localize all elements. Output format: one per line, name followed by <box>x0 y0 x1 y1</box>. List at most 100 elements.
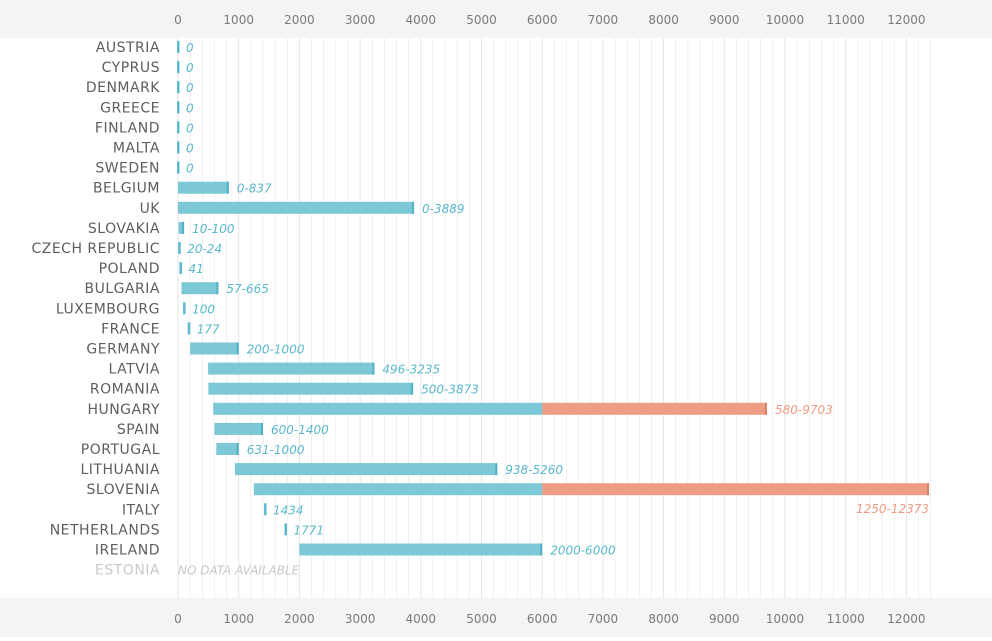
country-label: BELGIUM <box>93 181 160 197</box>
range-bar <box>213 402 543 415</box>
x-tick-label-bottom: 0 <box>174 612 182 626</box>
country-label: SLOVAKIA <box>88 221 160 237</box>
range-bar-cap <box>372 362 375 375</box>
x-axis-bottom: 0 1000 2000 3000 4000 5000 6000 7000 8000 9000 100… <box>174 612 925 626</box>
x-tick-label-bottom: 8000 <box>648 612 679 626</box>
value-tick <box>183 302 186 315</box>
data-label: 496-3235 <box>382 363 440 377</box>
x-tick-label-top: 11000 <box>827 13 865 27</box>
value-tick <box>177 41 180 53</box>
value-tick <box>177 141 180 154</box>
range-bar <box>299 543 543 556</box>
range-bar-cap <box>226 181 229 194</box>
x-tick-label-bottom: 2000 <box>284 612 315 626</box>
range-bar <box>234 463 498 476</box>
x-tick-label-top: 3000 <box>345 13 376 27</box>
country-label: GERMANY <box>86 342 160 358</box>
range-bar-cap <box>182 221 185 234</box>
x-tick-label-bottom: 4000 <box>406 612 437 626</box>
range-bar-cap <box>927 483 930 496</box>
country-label: SPAIN <box>117 422 160 438</box>
range-bar-cap <box>412 201 415 214</box>
data-label: 631-1000 <box>247 443 305 457</box>
country-label: SLOVENIA <box>86 482 160 498</box>
country-label: POLAND <box>99 261 160 277</box>
gridlines <box>177 38 931 598</box>
x-tick-label-bottom: 1000 <box>223 612 254 626</box>
x-tick-label-bottom: 11000 <box>827 612 865 626</box>
data-label: 20-24 <box>187 242 222 256</box>
data-labels: 0 0 0 0 0 0 0 0-837 0-3889 10-100 20-24 41 57-665 100… <box>178 41 929 578</box>
data-label: 2000-6000 <box>550 544 616 558</box>
x-tick-label-top: 7000 <box>588 13 619 27</box>
range-bar <box>190 342 239 355</box>
bottom-axis-band <box>0 598 992 637</box>
x-tick-label-bottom: 9000 <box>709 612 740 626</box>
range-bar-excess <box>542 402 767 415</box>
country-label: DENMARK <box>86 80 160 96</box>
x-tick-label-top: 4000 <box>406 13 437 27</box>
country-label: GREECE <box>100 100 160 116</box>
data-label: 600-1400 <box>271 423 329 437</box>
range-bar-cap <box>411 382 414 395</box>
country-label: PORTUGAL <box>81 442 160 458</box>
data-label: 0-3889 <box>422 202 465 216</box>
x-tick-label-top: 10000 <box>766 13 804 27</box>
data-label: 1250-12373 <box>856 502 929 516</box>
data-label: 100 <box>192 302 215 316</box>
country-label: FRANCE <box>101 321 160 337</box>
data-label: 1434 <box>273 503 304 517</box>
value-tick <box>177 121 180 134</box>
data-label: 0 <box>186 162 194 176</box>
x-tick-label-top: 0 <box>174 13 182 27</box>
country-label: MALTA <box>113 141 160 157</box>
range-bar <box>253 483 543 496</box>
data-label: 938-5260 <box>505 463 563 477</box>
data-label: 1771 <box>293 523 324 537</box>
country-label: UK <box>140 201 161 217</box>
range-bar-cap <box>495 463 498 476</box>
range-bar-cap <box>540 543 543 556</box>
country-label: ESTONIA <box>95 563 160 579</box>
country-label: IRELAND <box>95 543 160 559</box>
country-label: NETHERLANDS <box>50 522 160 538</box>
value-tick <box>177 81 180 94</box>
data-label: 0 <box>186 121 194 135</box>
x-tick-label-top: 8000 <box>648 13 679 27</box>
data-label: 0 <box>186 142 194 156</box>
country-labels: AUSTRIA CYPRUS DENMARK GREECE FINLAND MALTA SW… <box>31 40 161 579</box>
data-label: 580-9703 <box>775 403 833 417</box>
x-tick-label-bottom: 10000 <box>766 612 804 626</box>
data-label: 200-1000 <box>247 343 305 357</box>
country-label: ITALY <box>122 502 160 518</box>
data-label: 57-665 <box>226 282 269 296</box>
range-bar <box>178 201 415 214</box>
value-tick <box>284 523 287 536</box>
range-bar-cap <box>260 422 263 435</box>
country-label: HUNGARY <box>87 402 160 418</box>
country-label: LITHUANIA <box>80 462 160 478</box>
range-bar <box>178 221 185 234</box>
x-tick-label-bottom: 6000 <box>527 612 558 626</box>
x-tick-label-top: 12000 <box>887 13 925 27</box>
x-tick-label-bottom: 5000 <box>466 612 497 626</box>
value-tick <box>177 101 180 114</box>
bars <box>177 41 930 556</box>
data-label: 177 <box>197 322 220 336</box>
value-tick <box>178 242 181 254</box>
data-label: 500-3873 <box>421 383 479 397</box>
x-tick-label-top: 5000 <box>466 13 497 27</box>
value-tick <box>177 61 180 74</box>
no-data-label: NO DATA AVAILABLE <box>178 564 300 578</box>
x-axis-top: 0 1000 2000 3000 4000 5000 6000 7000 8000 9000 100… <box>174 13 925 27</box>
range-bar <box>214 422 263 435</box>
range-bar <box>208 382 414 395</box>
data-label: 41 <box>188 262 203 276</box>
data-label: 0 <box>186 61 194 75</box>
data-label: 10-100 <box>192 222 235 236</box>
country-label: CYPRUS <box>102 60 160 76</box>
range-bar-excess <box>542 483 930 496</box>
country-label: CZECH REPUBLIC <box>31 241 160 257</box>
x-tick-label-top: 6000 <box>527 13 558 27</box>
range-bar-cap <box>216 282 219 295</box>
